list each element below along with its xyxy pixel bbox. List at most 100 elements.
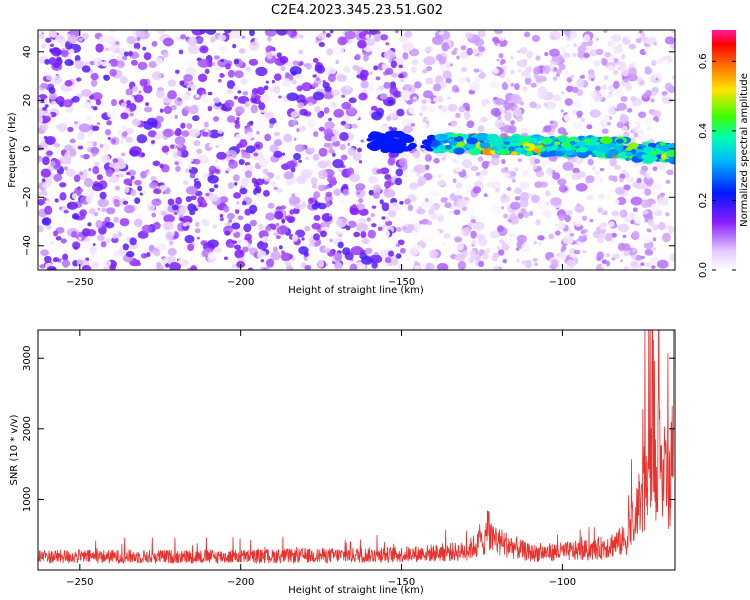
- spectrogram-cell: [113, 199, 119, 203]
- spectrogram-cell: [90, 72, 99, 81]
- spectrogram-cell: [477, 46, 486, 52]
- spectrogram-cell: [422, 90, 434, 99]
- x-tick-label: −250: [66, 577, 93, 588]
- spectrogram-cell: [425, 262, 435, 270]
- spectrogram-cell: [521, 243, 530, 253]
- spectrogram-cell: [123, 178, 133, 186]
- spectrogram-cell: [436, 263, 449, 270]
- spectrogram-cell: [141, 189, 147, 195]
- spectrogram-cell: [639, 169, 646, 175]
- spectrogram-cell: [59, 192, 67, 201]
- spectrogram-cell: [187, 205, 192, 209]
- spectrogram-cell: [564, 187, 568, 192]
- signal-cell: [451, 133, 459, 138]
- spectrogram-cell: [178, 257, 184, 264]
- spectrogram-cell: [652, 91, 657, 97]
- spectrogram-cell: [259, 94, 271, 103]
- spectrogram-cell: [395, 168, 404, 177]
- spectrogram-cell: [492, 252, 500, 258]
- signal-cell: [558, 137, 567, 143]
- spectrogram-cell: [47, 198, 51, 203]
- spectrogram-cell: [497, 234, 505, 241]
- spectrogram-cell: [383, 81, 392, 89]
- spectrogram-cell: [190, 265, 198, 270]
- spectrogram-cell: [253, 152, 259, 157]
- spectrogram-cell: [296, 175, 307, 185]
- spectrogram-cell: [309, 122, 315, 128]
- y-tick-label: −20: [22, 187, 33, 208]
- spectrogram-cell: [237, 215, 244, 221]
- spectrogram-cell: [332, 158, 344, 169]
- spectrogram-cell: [426, 117, 431, 121]
- spectrogram-cell: [329, 30, 334, 34]
- spectrogram-cell: [291, 79, 297, 85]
- spectrogram-cell: [622, 234, 627, 238]
- signal-cell: [533, 148, 542, 154]
- spectrogram-cell: [665, 93, 672, 99]
- spectrogram-cell: [633, 132, 639, 138]
- spectrogram-cell: [184, 67, 197, 76]
- spectrogram-cell: [388, 202, 401, 212]
- spectrogram-cell: [384, 180, 392, 189]
- spectrogram-cell: [57, 122, 68, 132]
- spectrogram-cell: [46, 75, 53, 81]
- spectrogram-cell: [384, 70, 390, 75]
- spectrogram-cell: [123, 51, 129, 57]
- spectrogram-cell: [245, 66, 251, 72]
- spectrogram-cell: [117, 247, 126, 256]
- spectrogram-cell: [464, 60, 474, 69]
- snr-x-label: Height of straight line (km): [288, 585, 424, 596]
- spectrogram-cell: [100, 241, 107, 248]
- spectrogram-cell: [437, 174, 442, 179]
- spectrogram-cell: [179, 80, 185, 86]
- spectrogram-cell: [500, 129, 504, 133]
- spectrogram-cell: [480, 116, 488, 123]
- spectrogram-cell: [599, 221, 607, 230]
- spectrogram-cell: [301, 82, 313, 92]
- spectrogram-cell: [165, 231, 173, 241]
- spectrogram-cell: [516, 59, 528, 68]
- spectrogram-cell: [519, 181, 530, 190]
- spectrogram-cell: [106, 207, 116, 215]
- spectrogram-cell: [74, 60, 84, 70]
- spectrogram-cell: [438, 31, 444, 36]
- spectrogram-cell: [183, 74, 193, 82]
- spectrogram-cell: [177, 143, 183, 149]
- spectrogram-cell: [151, 71, 162, 81]
- spectrogram-cell: [248, 41, 260, 51]
- spectrogram-cell: [342, 188, 349, 196]
- spectrogram-cell: [129, 146, 142, 156]
- spectrogram-cell: [267, 36, 272, 42]
- spectrogram-cell: [490, 157, 500, 166]
- spectrogram-cell: [135, 30, 146, 38]
- spectrogram-cell: [418, 112, 423, 116]
- spectrogram-cell: [369, 71, 373, 75]
- spectrogram-cell: [76, 77, 82, 82]
- spectrogram-cell: [167, 79, 177, 87]
- spectrogram-cell: [143, 106, 153, 113]
- spectrogram-cell: [453, 209, 461, 216]
- signal-cell: [421, 139, 432, 146]
- spectrogram-cell: [348, 97, 357, 104]
- spectrogram-cell: [38, 123, 41, 129]
- spectrogram-cell: [275, 222, 280, 227]
- spectrogram-cell: [95, 99, 102, 106]
- spectrogram-cell: [244, 193, 249, 198]
- spectrogram-cell: [379, 249, 391, 259]
- spectrogram-cell: [340, 154, 348, 161]
- spectrogram-cell: [633, 81, 640, 87]
- spectrogram-cell: [501, 81, 509, 91]
- spectrogram-cell: [276, 52, 282, 58]
- spectrogram-cell: [91, 92, 103, 101]
- spectrogram-cell: [550, 179, 555, 183]
- spectrogram-cell: [228, 242, 235, 248]
- spectrogram-cell: [612, 253, 621, 260]
- spectrogram-cell: [232, 228, 237, 234]
- spectrogram-cell: [625, 83, 633, 91]
- spectrogram-cell: [303, 63, 309, 68]
- spectrogram-cell: [326, 48, 334, 56]
- signal-cell: [625, 151, 633, 157]
- spectrogram-cell: [494, 97, 505, 106]
- signal-cell: [583, 138, 593, 144]
- spectrogram-cell: [622, 243, 631, 251]
